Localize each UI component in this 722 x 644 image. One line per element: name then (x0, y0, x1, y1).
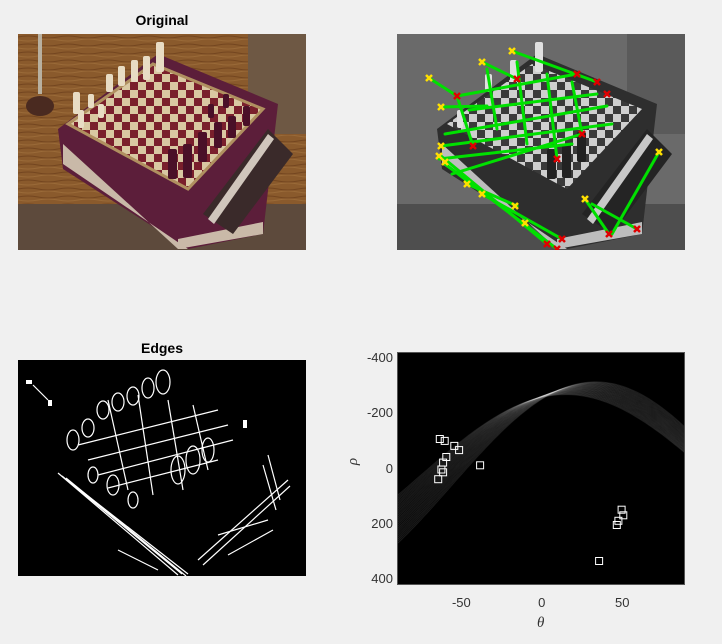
edges-image (18, 360, 306, 576)
hough-sinusoid (398, 386, 684, 521)
edge-map (26, 369, 291, 576)
hough-peak-marker (595, 557, 604, 565)
hough-peak-marker (437, 465, 446, 474)
segment-end-markers (453, 70, 641, 250)
hough-sinusoid (398, 393, 684, 499)
hough-plot (397, 352, 685, 585)
hough-peak-marker (612, 521, 621, 529)
hough-sinusoid (398, 389, 684, 511)
edges-title: Edges (140, 340, 183, 356)
y-tick-label: -200 (366, 405, 393, 421)
hough-peaks (434, 435, 628, 565)
hough-sinusoid (398, 386, 684, 523)
hough-sinusoid (398, 384, 684, 532)
hough-sinusoid (398, 392, 684, 502)
hough-sinusoid (398, 381, 684, 542)
overlay-image (397, 34, 685, 250)
hough-peak-marker (617, 505, 626, 514)
x-axis-label: θ (537, 615, 545, 631)
chessboard-photo (18, 34, 306, 250)
hough-sinusoid (398, 383, 684, 536)
x-tick-label: -50 (451, 595, 471, 610)
hough-sinusoid (398, 383, 684, 534)
hough-peak-marker (450, 441, 459, 450)
hough-sinusoid (398, 390, 684, 507)
hough-peak-marker (614, 516, 623, 525)
hough-peak-marker (455, 446, 464, 455)
y-axis-label: ρ (345, 457, 362, 466)
y-tick-label: 400 (371, 571, 393, 587)
hough-peak-marker (435, 435, 444, 443)
hough-sinusoid (398, 385, 684, 527)
hough-sinusoid (398, 384, 684, 530)
original-title: Original (135, 12, 189, 28)
hough-sinusoid (398, 382, 684, 540)
hough-sinusoid (398, 393, 684, 497)
hough-sinusoid (398, 387, 684, 519)
hough-sinusoid (398, 382, 684, 538)
hough-sinusoid (398, 392, 684, 501)
original-image (18, 34, 306, 250)
hough-accumulator (398, 381, 684, 565)
y-tick-label: 0 (385, 460, 393, 476)
hough-sinusoid (398, 388, 684, 514)
x-tick-label: 50 (615, 595, 630, 610)
y-tick-label: -400 (366, 349, 393, 365)
hough-peak-marker (476, 461, 485, 470)
hough-sinusoid (398, 385, 684, 529)
segment-start-markers (425, 47, 663, 227)
hough-sinusoid (398, 390, 684, 509)
hough-sinusoids (398, 381, 684, 544)
hough-peak-marker (434, 475, 443, 484)
grayscale-photo-with-lines (397, 34, 685, 250)
hough-sinusoid (398, 388, 684, 518)
y-tick-label: 200 (371, 515, 393, 531)
hough-sinusoid (398, 381, 684, 544)
hough-peak-marker (619, 511, 628, 520)
hough-peak-marker (439, 468, 448, 477)
x-tick-label: 0 (538, 595, 546, 610)
hough-peak-marker (440, 436, 449, 445)
